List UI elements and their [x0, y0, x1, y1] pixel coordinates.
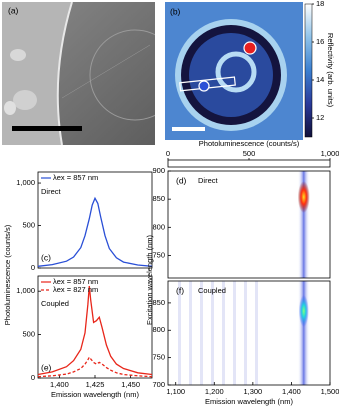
colorbar-tick-label: 0 [166, 149, 170, 158]
annotation: Coupled [41, 299, 69, 308]
panel-label: (a) [8, 5, 19, 15]
y-tick-label: 750 [152, 353, 165, 362]
x-tick-label: 1,450 [121, 380, 140, 389]
reflectivity-image [165, 2, 303, 140]
colorbar-title: Photoluminescence (counts/s) [199, 139, 300, 148]
y-axis-label: Excitation wavelength (nm) [145, 234, 154, 325]
panel-label: (b) [170, 6, 181, 16]
x-tick-label: 1,300 [243, 387, 262, 396]
y-tick-label: 500 [22, 221, 35, 230]
legend-label: λex = 857 nm [53, 277, 98, 286]
x-tick-label: 1,425 [86, 380, 105, 389]
y-tick-label: 1,000 [16, 178, 35, 187]
plot-frame [167, 170, 331, 279]
panel-label: (e) [41, 362, 52, 372]
map-hotspot [298, 295, 309, 327]
y-tick-label: 1,000 [16, 286, 35, 295]
spectrum-line [37, 196, 153, 267]
map-faint-stripe [211, 281, 214, 385]
colorbar-tick-label: 16 [316, 37, 324, 46]
map-hotspot [297, 181, 310, 213]
x-tick-label: 1,100 [166, 387, 185, 396]
plot-frame [167, 280, 331, 386]
map-faint-stripe [189, 281, 192, 385]
x-axis-label: Emission wavelength (nm) [205, 397, 293, 406]
y-tick-label: 800 [152, 222, 165, 231]
y-tick-label: 0 [31, 263, 35, 272]
legend-label: λex = 827 nm [53, 285, 98, 294]
spectrum-line [37, 285, 153, 376]
sem-image [2, 2, 155, 145]
annotation: Direct [198, 176, 219, 185]
y-tick-label: 500 [22, 330, 35, 339]
y-tick-label: 0 [31, 373, 35, 382]
colorbar [167, 159, 331, 168]
x-tick-label: 1,500 [321, 387, 339, 396]
map-faint-stripe [255, 281, 258, 385]
y-tick-label: 750 [152, 250, 165, 259]
annotation: Direct [41, 187, 62, 196]
y-tick-label: 900 [152, 166, 165, 175]
y-tick-label: 850 [152, 298, 165, 307]
map-faint-stripe [233, 281, 236, 385]
y-tick-label: 700 [152, 380, 165, 389]
legend-label: λex = 857 nm [53, 173, 98, 182]
panel-label: (c) [41, 252, 51, 262]
colorbar-title: Reflectivity (arb. units) [326, 33, 335, 108]
spectrum-line [37, 356, 153, 378]
colorbar-tick-label: 12 [316, 113, 324, 122]
y-tick-label: 800 [152, 325, 165, 334]
map-faint-stripe [244, 281, 247, 385]
colorbar-tick-label: 1,000 [321, 149, 339, 158]
x-axis-label: Emission wavelength (nm) [51, 390, 139, 399]
x-tick-label: 1,400 [282, 387, 301, 396]
colorbar [304, 3, 313, 138]
colorbar-tick-label: 18 [316, 0, 324, 8]
colorbar-tick-label: 500 [243, 149, 256, 158]
map-faint-stripe [178, 281, 181, 385]
x-tick-label: 1,200 [205, 387, 224, 396]
colorbar-tick-label: 14 [316, 75, 324, 84]
map-faint-stripe [222, 281, 225, 385]
panel-label: (f) [176, 285, 184, 295]
x-tick-label: 1,400 [50, 380, 69, 389]
plot-frame [37, 171, 153, 269]
panel-label: (d) [176, 175, 187, 185]
annotation: Coupled [198, 286, 226, 295]
y-axis-label: Photoluminescence (counts/s) [3, 224, 12, 325]
map-faint-stripe [200, 281, 203, 385]
y-tick-label: 850 [152, 194, 165, 203]
